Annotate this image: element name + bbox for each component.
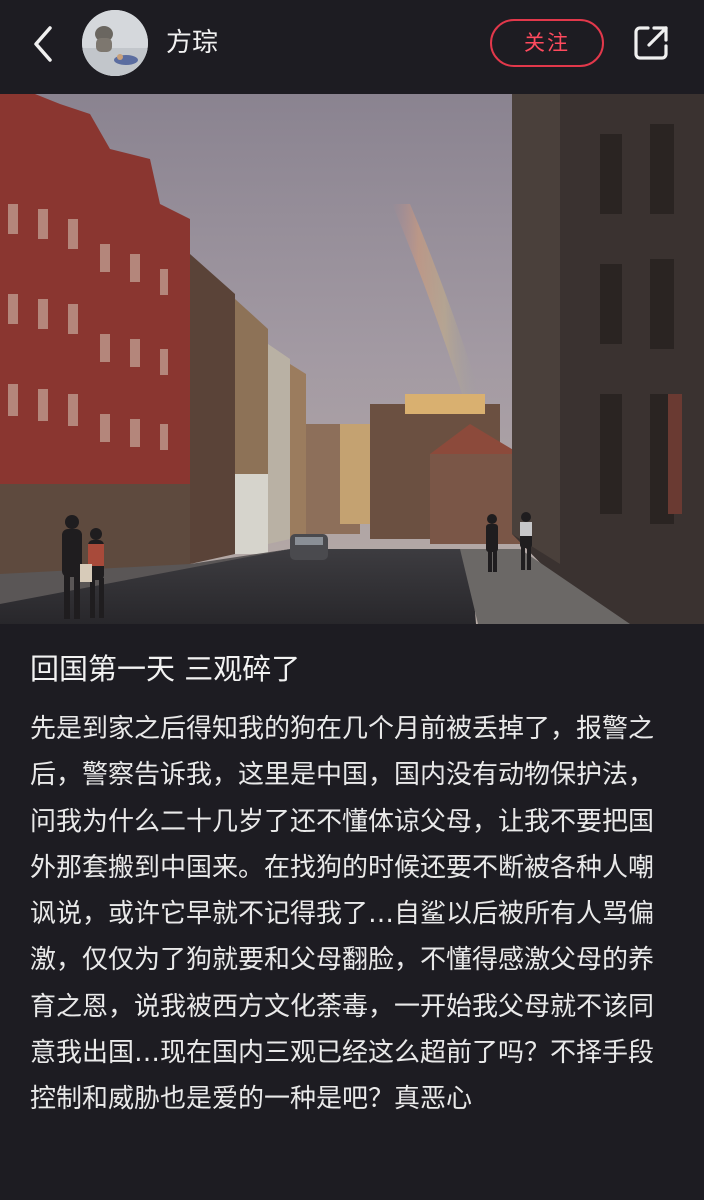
username[interactable]: 方琮 xyxy=(166,28,219,58)
post-title: 回国第一天 三观碎了 xyxy=(30,652,301,686)
avatar[interactable] xyxy=(82,10,148,76)
street-photo xyxy=(0,94,704,624)
back-arrow-icon xyxy=(34,26,52,62)
share-button[interactable] xyxy=(632,24,670,62)
share-icon xyxy=(634,26,668,60)
post-body: 先是到家之后得知我的狗在几个月前被丢掉了，报警之后，警察告诉我，这里是中国，国内… xyxy=(30,714,655,1115)
post-photo[interactable] xyxy=(0,94,704,624)
top-bar: 方琮 关注 xyxy=(0,0,704,90)
follow-button[interactable]: 关注 xyxy=(490,19,604,67)
back-button[interactable] xyxy=(30,24,62,64)
avatar-image xyxy=(82,10,148,76)
